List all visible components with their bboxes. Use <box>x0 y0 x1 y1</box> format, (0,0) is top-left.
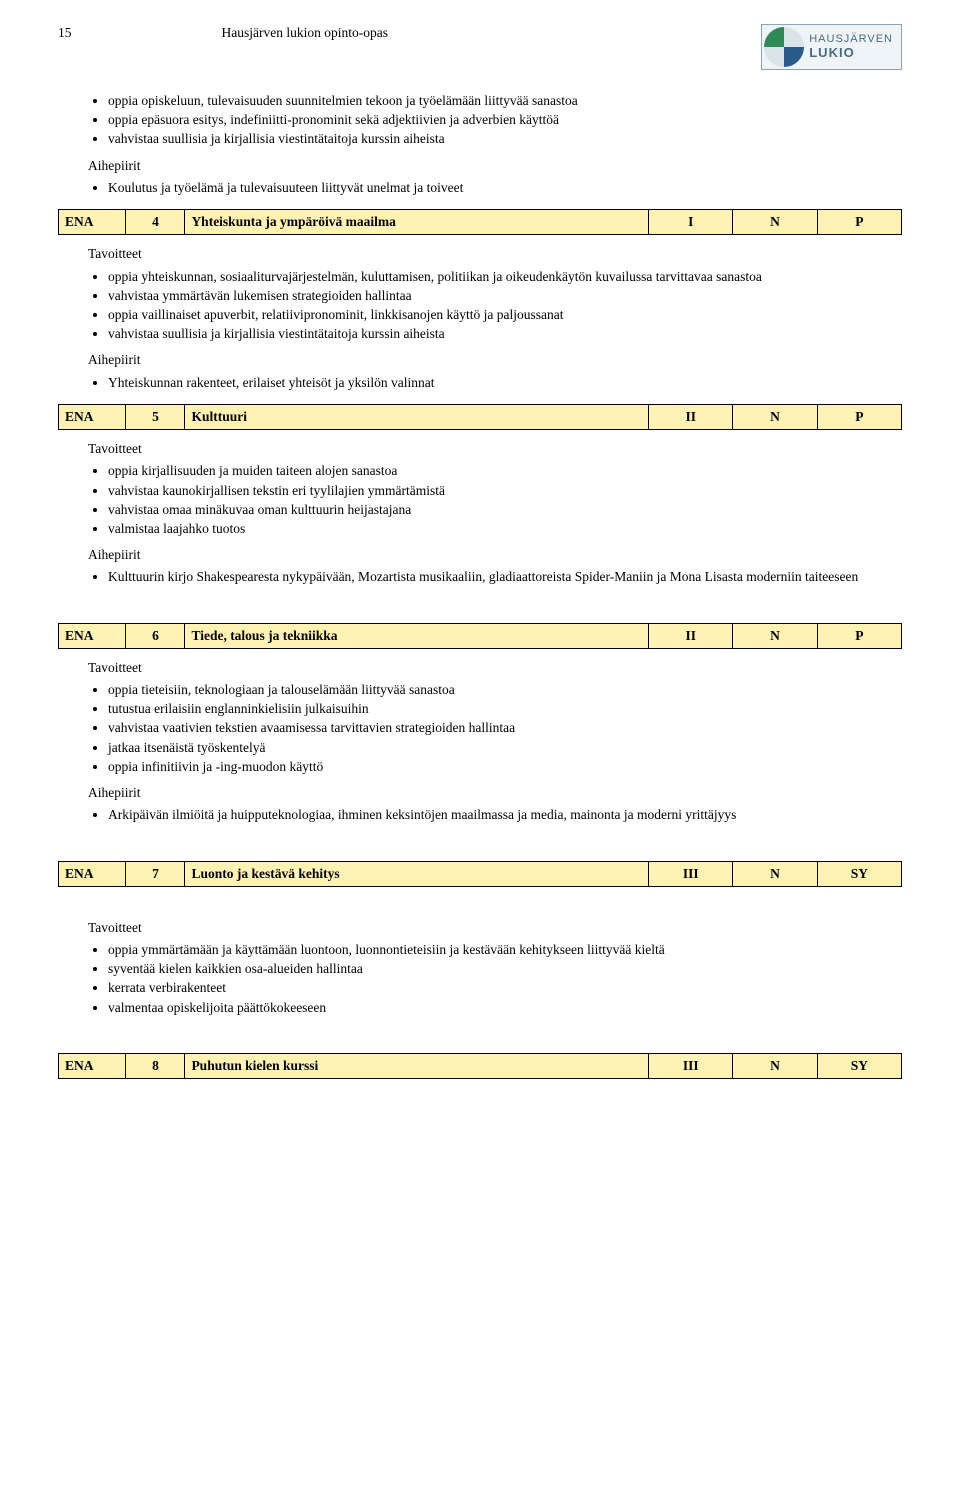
aihepiirit-label: Aihepiirit <box>88 351 902 369</box>
logo-icon <box>764 27 804 67</box>
course-code: ENA <box>59 861 126 886</box>
course-col-1: II <box>649 404 733 429</box>
tavoitteet-list: oppia ymmärtämään ja käyttämään luontoon… <box>58 941 902 1017</box>
intro-aihepiirit: Koulutus ja työelämä ja tulevaisuuteen l… <box>58 179 902 197</box>
list-item: vahvistaa suullisia ja kirjallisia viest… <box>108 325 902 343</box>
tavoitteet-label: Tavoitteet <box>88 440 902 458</box>
list-item: oppia ymmärtämään ja käyttämään luontoon… <box>108 941 902 959</box>
course-col-3: SY <box>817 861 901 886</box>
list-item: Yhteiskunnan rakenteet, erilaiset yhteis… <box>108 374 902 392</box>
course-code: ENA <box>59 1053 126 1078</box>
course-row: ENA 8 Puhutun kielen kurssi III N SY <box>58 1053 902 1079</box>
tavoitteet-label: Tavoitteet <box>88 245 902 263</box>
tavoitteet-label: Tavoitteet <box>88 659 902 677</box>
list-item: tutustua erilaisiin englanninkielisiin j… <box>108 700 902 718</box>
course-row: ENA 6 Tiede, talous ja tekniikka II N P <box>58 623 902 649</box>
course-num: 8 <box>126 1053 185 1078</box>
course-row: ENA 4 Yhteiskunta ja ympäröivä maailma I… <box>58 209 902 235</box>
course-col-3: P <box>817 404 901 429</box>
list-item: vahvistaa omaa minäkuvaa oman kulttuurin… <box>108 501 902 519</box>
list-item: Kulttuurin kirjo Shakespearesta nykypäiv… <box>108 568 902 586</box>
list-item: vahvistaa suullisia ja kirjallisia viest… <box>108 130 902 148</box>
list-item: oppia yhteiskunnan, sosiaaliturvajärjest… <box>108 268 902 286</box>
list-item: vahvistaa kaunokirjallisen tekstin eri t… <box>108 482 902 500</box>
list-item: oppia opiskeluun, tulevaisuuden suunnite… <box>108 92 902 110</box>
list-item: syventää kielen kaikkien osa-alueiden ha… <box>108 960 902 978</box>
course-title: Luonto ja kestävä kehitys <box>185 861 649 886</box>
aihepiirit-label: Aihepiirit <box>88 784 902 802</box>
course-title: Yhteiskunta ja ympäröivä maailma <box>185 210 649 235</box>
course-col-1: II <box>649 623 733 648</box>
logo-text: HAUSJÄRVEN LUKIO <box>809 34 893 59</box>
intro-bullets: oppia opiskeluun, tulevaisuuden suunnite… <box>58 92 902 149</box>
tavoitteet-list: oppia tieteisiin, teknologiaan ja talous… <box>58 681 902 776</box>
list-item: vahvistaa vaativien tekstien avaamisessa… <box>108 719 902 737</box>
header-left: 15 Hausjärven lukion opinto-opas <box>58 24 388 42</box>
course-col-3: P <box>817 623 901 648</box>
course-title: Kulttuuri <box>185 404 649 429</box>
list-item: oppia kirjallisuuden ja muiden taiteen a… <box>108 462 902 480</box>
course-col-3: P <box>817 210 901 235</box>
course-col-3: SY <box>817 1053 901 1078</box>
list-item: oppia epäsuora esitys, indefiniitti-pron… <box>108 111 902 129</box>
course-col-2: N <box>733 1053 817 1078</box>
course-col-2: N <box>733 623 817 648</box>
list-item: Koulutus ja työelämä ja tulevaisuuteen l… <box>108 179 902 197</box>
course-title: Puhutun kielen kurssi <box>185 1053 649 1078</box>
course-col-2: N <box>733 210 817 235</box>
list-item: valmentaa opiskelijoita päättökokeeseen <box>108 999 902 1017</box>
course-col-1: III <box>649 861 733 886</box>
list-item: oppia tieteisiin, teknologiaan ja talous… <box>108 681 902 699</box>
list-item: kerrata verbirakenteet <box>108 979 902 997</box>
logo: HAUSJÄRVEN LUKIO <box>761 24 902 70</box>
course-num: 4 <box>126 210 185 235</box>
list-item: jatkaa itsenäistä työskentelyä <box>108 739 902 757</box>
course-code: ENA <box>59 404 126 429</box>
course-col-1: I <box>649 210 733 235</box>
course-code: ENA <box>59 210 126 235</box>
course-row: ENA 5 Kulttuuri II N P <box>58 404 902 430</box>
course-num: 6 <box>126 623 185 648</box>
course-title: Tiede, talous ja tekniikka <box>185 623 649 648</box>
aihepiirit-label: Aihepiirit <box>88 157 902 175</box>
aihepiirit-list: Kulttuurin kirjo Shakespearesta nykypäiv… <box>58 568 902 586</box>
header-title: Hausjärven lukion opinto-opas <box>222 24 388 42</box>
course-code: ENA <box>59 623 126 648</box>
course-col-2: N <box>733 861 817 886</box>
list-item: valmistaa laajahko tuotos <box>108 520 902 538</box>
list-item: Arkipäivän ilmiöitä ja huipputeknologiaa… <box>108 806 902 824</box>
page-header: 15 Hausjärven lukion opinto-opas HAUSJÄR… <box>58 24 902 70</box>
list-item: oppia infinitiivin ja -ing-muodon käyttö <box>108 758 902 776</box>
course-col-2: N <box>733 404 817 429</box>
course-num: 7 <box>126 861 185 886</box>
aihepiirit-list: Arkipäivän ilmiöitä ja huipputeknologiaa… <box>58 806 902 824</box>
list-item: oppia vaillinaiset apuverbit, relatiivip… <box>108 306 902 324</box>
logo-line-2: LUKIO <box>809 46 893 60</box>
tavoitteet-list: oppia yhteiskunnan, sosiaaliturvajärjest… <box>58 268 902 344</box>
course-num: 5 <box>126 404 185 429</box>
aihepiirit-list: Yhteiskunnan rakenteet, erilaiset yhteis… <box>58 374 902 392</box>
aihepiirit-label: Aihepiirit <box>88 546 902 564</box>
page-number: 15 <box>58 24 72 42</box>
course-row: ENA 7 Luonto ja kestävä kehitys III N SY <box>58 861 902 887</box>
tavoitteet-list: oppia kirjallisuuden ja muiden taiteen a… <box>58 462 902 538</box>
course-col-1: III <box>649 1053 733 1078</box>
tavoitteet-label: Tavoitteet <box>88 919 902 937</box>
list-item: vahvistaa ymmärtävän lukemisen strategio… <box>108 287 902 305</box>
